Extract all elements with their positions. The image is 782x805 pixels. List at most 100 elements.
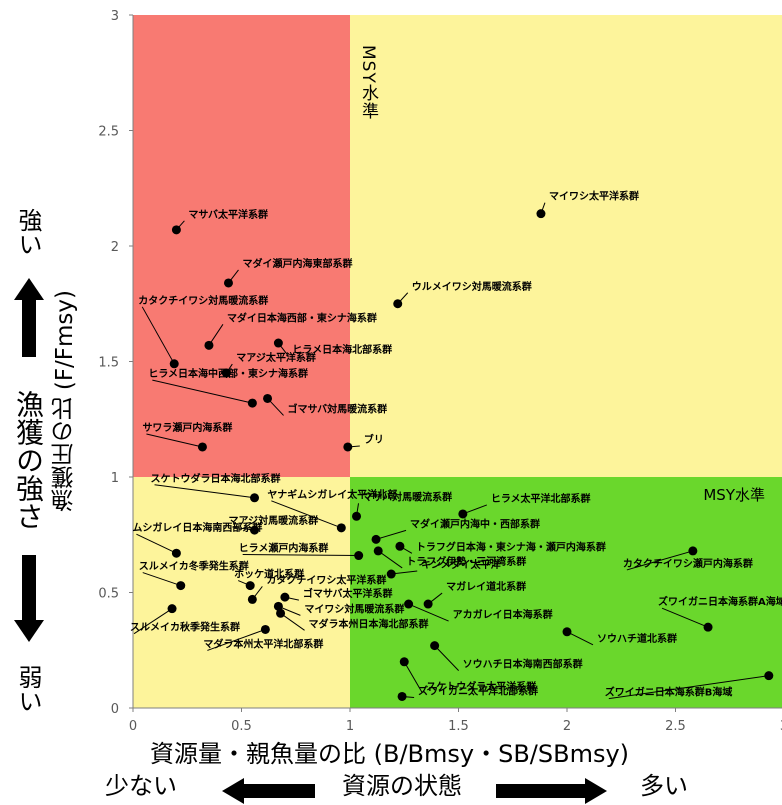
point-label: ズワイガニ太平洋北部系群	[418, 684, 538, 697]
leader-line	[608, 675, 769, 700]
data-point	[423, 599, 433, 609]
left-arrow-icon	[222, 778, 244, 804]
point-label: ゴマサバ対馬暖流系群	[288, 402, 388, 415]
x-tick-label: 1.5	[448, 719, 469, 734]
leader-line	[207, 628, 266, 651]
leader-line	[280, 612, 305, 631]
data-point	[395, 541, 405, 551]
data-point	[197, 442, 207, 452]
point-label: ウルメイワシ対馬暖流系群	[412, 280, 532, 293]
point-label: アカガレイ日本海系群	[453, 608, 553, 621]
y-tick-label: 0	[111, 702, 119, 717]
point-label: ムシガレイ日本海南西部系群	[132, 521, 262, 534]
data-point	[703, 622, 713, 632]
x-tick-label: 0	[129, 719, 137, 734]
y-tick-label: 3	[111, 9, 119, 24]
leader-line	[434, 645, 459, 671]
point-label: マダイ瀬戸内海中・西部系群	[410, 517, 540, 530]
leader-line	[661, 607, 709, 628]
up-arrow-shaft	[22, 299, 36, 357]
data-point	[260, 624, 270, 634]
data-point	[536, 209, 546, 219]
data-point	[167, 604, 177, 614]
point-label: マダラ本州日本海北部系群	[309, 617, 429, 630]
point-label: サワラ瀬戸内海系群	[142, 421, 232, 434]
data-point	[343, 442, 353, 452]
data-point	[430, 641, 440, 651]
down-arrow-icon	[14, 620, 44, 642]
data-point	[276, 608, 286, 618]
data-point	[223, 278, 233, 288]
leader-line	[403, 661, 423, 694]
point-label: ブリ	[364, 433, 384, 446]
point-label: マイワシ太平洋系群	[549, 190, 639, 203]
zone-label-horizontal: MSY水準	[703, 486, 765, 504]
leader-line	[133, 608, 173, 635]
data-point	[273, 338, 283, 348]
few-label: 少ない	[105, 772, 177, 800]
point-label: マダイ日本海西部・東シナ海系群	[227, 311, 377, 324]
point-label: カタクチイワシ瀬戸内海系群	[623, 557, 753, 570]
data-point	[247, 398, 257, 408]
zone-caution	[350, 15, 782, 477]
zone-good	[350, 477, 782, 708]
point-label: カタクチイワシ太平洋系群	[266, 573, 386, 586]
data-point	[352, 511, 362, 521]
point-label: ヒラメ太平洋北部系群	[491, 492, 591, 505]
y-tick-label: 2.5	[98, 125, 119, 140]
y-tick-label: 0.5	[98, 587, 119, 602]
down-arrow-shaft	[22, 555, 36, 621]
leader-line	[408, 603, 449, 622]
point-label: ヒラメ日本海中西部・東シナ海系群	[148, 367, 308, 380]
y-tick-label: 1.5	[98, 356, 119, 371]
leader-line	[141, 306, 175, 365]
point-label: ヤナギムシガレイ太平洋北部	[267, 488, 397, 501]
data-point	[171, 548, 181, 558]
data-point	[764, 671, 774, 681]
leader-line	[154, 484, 255, 499]
point-label: スケトウダラ日本海北部系群	[151, 472, 281, 485]
fishing-strength-label: 漁獲の強さ	[12, 390, 45, 530]
x-tick-label: 3	[780, 719, 782, 734]
point-label: スルメイカ冬季発生系群	[139, 560, 249, 573]
data-point	[221, 368, 231, 378]
leader-line	[377, 550, 403, 569]
point-label: ゴマサバ太平洋系群	[303, 587, 393, 600]
zone-overfishing	[133, 15, 350, 477]
data-point	[204, 340, 214, 350]
data-point	[373, 546, 383, 556]
point-label: スケトウダラ太平洋系群	[426, 680, 536, 693]
data-point	[280, 592, 290, 602]
point-label: ヒラメ日本海北部系群	[292, 343, 392, 356]
point-label: スルメイカ秋季発生系群	[130, 621, 240, 634]
data-point	[399, 657, 409, 667]
point-label: マアジ太平洋系群	[236, 351, 316, 364]
point-label: ズワイガニ日本海系群A海域	[658, 595, 782, 608]
data-point	[169, 359, 179, 369]
point-label: ホッケ道北系群	[234, 568, 304, 581]
point-label: キンメダイ太平洋	[421, 558, 500, 571]
data-point	[397, 691, 407, 701]
data-point	[393, 299, 403, 309]
point-label: マダラ本州太平洋北部系群	[203, 637, 323, 650]
x-tick-label: 0.5	[231, 719, 252, 734]
resource-state-label: 資源の状態	[342, 772, 462, 800]
left-arrow-shaft	[243, 784, 315, 798]
leader-line	[271, 500, 342, 529]
leader-line	[136, 533, 177, 554]
data-point	[354, 551, 364, 561]
data-point	[250, 525, 260, 535]
data-point	[250, 493, 260, 503]
data-point	[458, 509, 468, 519]
leader-line	[566, 631, 594, 646]
leader-line	[146, 433, 203, 448]
x-tick-label: 2.5	[665, 719, 686, 734]
point-label: マダイ瀬戸内海東部系群	[242, 257, 352, 270]
point-label: ソウハチ道北系群	[597, 632, 677, 645]
up-arrow-icon	[14, 278, 44, 300]
data-point	[171, 225, 181, 235]
data-point	[562, 627, 572, 637]
data-points: マサバ太平洋系群 マイワシ太平洋系群マダイ瀬戸内海東部系群ウルメイワシ対馬暖流系群…	[130, 190, 782, 701]
point-label: マガレイ道北系群	[446, 580, 526, 593]
